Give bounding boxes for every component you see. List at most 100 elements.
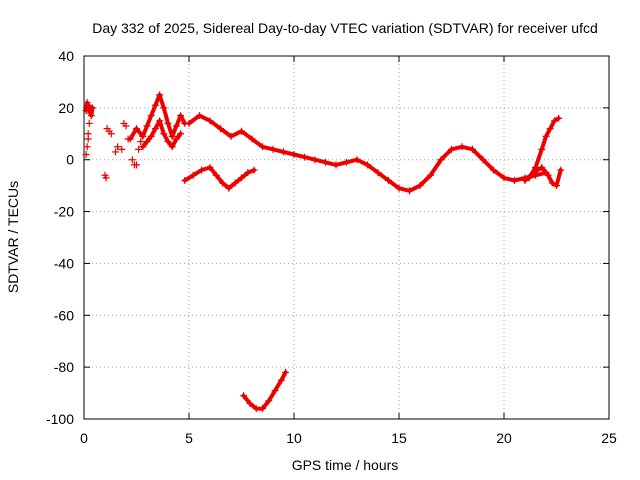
data-point bbox=[124, 135, 132, 143]
series-early-cluster-lower bbox=[139, 117, 185, 151]
data-point bbox=[240, 392, 248, 400]
data-point bbox=[181, 176, 189, 184]
data-point bbox=[548, 179, 556, 187]
data-point bbox=[521, 176, 529, 184]
data-point bbox=[156, 117, 164, 125]
data-point bbox=[301, 153, 308, 161]
x-tick-label: 5 bbox=[185, 430, 193, 446]
data-point bbox=[353, 156, 361, 164]
series-start-left bbox=[82, 99, 96, 120]
data-point bbox=[238, 174, 245, 182]
axis-ticks: -100 -80 -60 -40 -20 0 20 40 0 5 10 15 20 25 bbox=[46, 48, 617, 446]
data-point bbox=[343, 158, 350, 166]
data-point bbox=[448, 145, 455, 153]
data-point bbox=[172, 122, 180, 130]
data-point bbox=[114, 143, 122, 151]
data-point bbox=[246, 399, 254, 407]
y-tick-label: -20 bbox=[54, 204, 74, 220]
data-point bbox=[172, 135, 180, 143]
series-mid-dip bbox=[181, 163, 258, 192]
y-tick-label: -60 bbox=[54, 307, 74, 323]
data-point bbox=[189, 171, 197, 179]
data-point bbox=[206, 163, 214, 171]
data-point bbox=[198, 166, 206, 174]
y-tick-label: -40 bbox=[54, 255, 74, 271]
y-tick-label: 0 bbox=[66, 152, 74, 168]
data-point bbox=[206, 117, 214, 125]
data-point bbox=[147, 132, 155, 140]
y-tick-label: -80 bbox=[54, 359, 74, 375]
data-point bbox=[364, 161, 371, 169]
data-point bbox=[122, 122, 130, 130]
data-point bbox=[84, 130, 92, 138]
data-point bbox=[280, 148, 287, 156]
data-point bbox=[231, 179, 239, 187]
data-point bbox=[82, 151, 90, 159]
data-point bbox=[538, 163, 546, 171]
series-line bbox=[140, 118, 183, 149]
data-point bbox=[181, 119, 189, 127]
data-point bbox=[374, 169, 382, 177]
x-tick-label: 10 bbox=[286, 430, 302, 446]
series-line bbox=[128, 92, 187, 141]
data-point bbox=[271, 386, 279, 394]
data-point bbox=[238, 127, 245, 135]
data-point bbox=[87, 112, 95, 120]
data-point bbox=[250, 166, 258, 174]
data-point bbox=[168, 143, 176, 151]
data-point bbox=[542, 132, 550, 140]
data-point bbox=[83, 143, 91, 151]
data-point bbox=[139, 143, 147, 151]
data-point bbox=[217, 125, 224, 133]
data-point bbox=[277, 376, 285, 384]
data-point bbox=[290, 151, 298, 159]
data-point bbox=[437, 156, 445, 164]
data-point bbox=[164, 138, 172, 146]
data-point bbox=[248, 135, 256, 143]
data-point bbox=[212, 171, 220, 179]
data-point bbox=[102, 174, 110, 182]
data-point bbox=[107, 130, 115, 138]
data-point bbox=[160, 130, 168, 138]
data-point bbox=[469, 145, 476, 153]
x-tick-label: 20 bbox=[496, 430, 512, 446]
data-point bbox=[85, 119, 93, 127]
data-point bbox=[225, 184, 233, 192]
data-point bbox=[265, 397, 273, 405]
x-axis-label: GPS time / hours bbox=[292, 457, 399, 473]
x-tick-label: 15 bbox=[391, 430, 407, 446]
data-point bbox=[269, 145, 277, 153]
data-point bbox=[118, 145, 126, 153]
data-point bbox=[177, 130, 185, 138]
plot-frame bbox=[83, 55, 610, 420]
data-point bbox=[151, 101, 159, 109]
data-point bbox=[259, 143, 266, 151]
data-point bbox=[553, 182, 560, 190]
data-point bbox=[177, 112, 185, 120]
x-tick-label: 25 bbox=[601, 430, 617, 446]
data-point bbox=[550, 117, 558, 125]
data-point bbox=[500, 174, 508, 182]
data-point bbox=[332, 161, 340, 169]
data-point bbox=[143, 122, 151, 130]
data-point bbox=[544, 171, 552, 179]
y-tick-label: 40 bbox=[58, 48, 74, 64]
data-point bbox=[557, 166, 565, 174]
chart-title: Day 332 of 2025, Sidereal Day-to-day VTE… bbox=[92, 20, 598, 36]
data-point bbox=[479, 156, 487, 164]
data-point bbox=[88, 104, 96, 112]
data-point bbox=[133, 161, 140, 169]
data-point bbox=[385, 176, 392, 184]
data-point bbox=[147, 112, 155, 120]
data-point bbox=[458, 143, 466, 151]
data-point bbox=[151, 125, 159, 133]
y-axis-label: SDTVAR / TECUs bbox=[5, 181, 21, 293]
data-point bbox=[546, 125, 554, 133]
data-points bbox=[82, 119, 145, 182]
x-tick-label: 0 bbox=[80, 430, 88, 446]
data-point bbox=[139, 132, 147, 140]
data-point bbox=[322, 158, 329, 166]
data-point bbox=[227, 132, 235, 140]
data-point bbox=[311, 156, 319, 164]
data-point bbox=[143, 138, 151, 146]
